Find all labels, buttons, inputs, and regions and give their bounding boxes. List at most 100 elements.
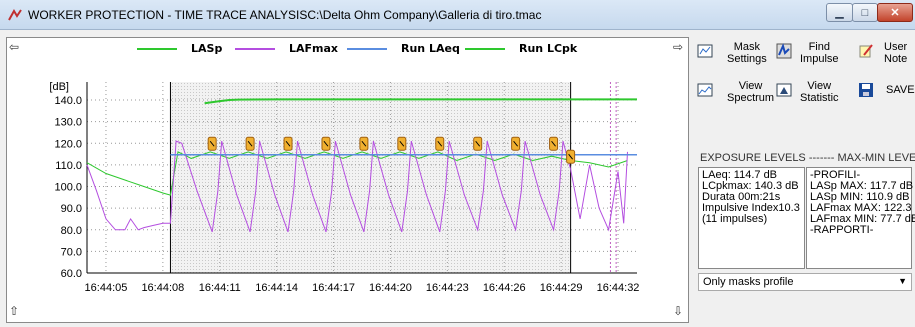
y-tick-label: 100.0 <box>54 182 82 194</box>
x-tick-label: 16:44:08 <box>141 282 184 294</box>
close-icon: ✕ <box>890 7 900 19</box>
profile-select-value: Only masks profile <box>703 276 794 288</box>
scroll-up-arrow-icon[interactable]: ⇧ <box>9 304 20 318</box>
impulse-marker-icon <box>321 136 331 151</box>
maximize-icon: □ <box>861 6 869 19</box>
legend-label-lasp: LASp <box>191 42 223 55</box>
impulse-marker-icon <box>283 136 293 151</box>
impulse-marker-mark <box>247 140 253 147</box>
time-trace-chart[interactable]: ⇦ ⇨ ⇧ ⇩ LASp LAFmax Run LAeq Run LCpk 14… <box>6 37 689 323</box>
impulse-marker-mark <box>399 140 405 147</box>
maxmin-line: LAFmax MAX: 122.3 dB <box>810 202 915 214</box>
series-lasp-line <box>86 151 628 196</box>
exposure-line: Impulsive Index10.3 <box>702 202 800 214</box>
y-tick-label: 70.0 <box>61 246 82 258</box>
y-tick-label: 80.0 <box>61 225 82 237</box>
mask-settings-label: Mask Settings <box>727 41 767 65</box>
scroll-right-arrow-icon[interactable]: ⇨ <box>673 40 684 54</box>
y-tick-label: 60.0 <box>61 268 82 280</box>
view-statistic-icon <box>776 83 792 97</box>
x-tick-label: 16:44:14 <box>255 282 298 294</box>
series-run-lcpk-line <box>204 98 637 105</box>
maxmin-line: LASp MIN: 110.9 dB <box>810 191 910 203</box>
x-tick-label: 16:44:29 <box>540 282 583 294</box>
save-icon <box>859 83 873 97</box>
legend-swatch-lasp <box>137 47 177 50</box>
user-note-label: User Note <box>884 41 908 65</box>
plot-area: 140.0 130.0 120.0 110.0 100.0 90.0 80.0 70.0 60.… <box>49 81 640 294</box>
impulse-marker-icon <box>473 136 483 151</box>
x-tick-label: 16:44:23 <box>426 282 469 294</box>
x-tick-label: 16:44:17 <box>312 282 355 294</box>
scroll-left-arrow-icon[interactable]: ⇦ <box>9 40 20 54</box>
minimize-button[interactable]: ▁ <box>826 3 853 22</box>
impulse-marker-icon <box>359 136 369 151</box>
view-spectrum-label: View Spectrum <box>727 80 775 104</box>
y-tick-label: 110.0 <box>55 160 82 172</box>
exposure-line: LAeq: 114.7 dB <box>702 169 778 181</box>
legend-item-lasp: LASp <box>137 42 222 55</box>
impulse-marker-mark <box>437 140 443 147</box>
impulse-marker-mark <box>475 140 481 147</box>
scroll-down-arrow-icon[interactable]: ⇩ <box>673 304 684 318</box>
mask-settings-icon <box>697 44 713 58</box>
save-button[interactable]: SAVE <box>858 80 915 98</box>
window-title: WORKER PROTECTION - TIME TRACE ANALYSISC… <box>28 8 542 22</box>
maxmin-line: -PROFILI- <box>810 169 861 181</box>
x-tick-label: 16:44:05 <box>85 282 128 294</box>
legend-swatch-lafmax <box>235 47 275 50</box>
legend-item-run-lcpk: Run LCpk <box>465 42 577 55</box>
maxmin-line: -RAPPORTI- <box>810 224 874 236</box>
save-label: SAVE <box>886 84 915 96</box>
legend-label-run-laeq: Run LAeq <box>401 42 460 55</box>
exposure-levels-header: EXPOSURE LEVELS ------- MAX-MIN LEVELS <box>700 152 915 164</box>
legend-swatch-run-laeq <box>347 47 387 50</box>
find-impulse-icon <box>776 43 792 59</box>
impulse-marker-icon <box>397 136 407 151</box>
impulse-marker-mark <box>323 140 329 147</box>
max-min-levels-box: -PROFILI- LASp MAX: 117.7 dB LASp MIN: 1… <box>806 167 915 269</box>
view-statistic-label: View Statistic <box>800 80 839 104</box>
impulse-marker-icon <box>549 136 559 151</box>
exposure-line: Durata 00m:21s <box>702 191 781 203</box>
legend-item-run-laeq: Run LAeq <box>347 42 460 55</box>
impulse-marker-icon <box>566 149 576 164</box>
view-spectrum-icon <box>697 83 713 97</box>
mask-settings-button[interactable]: Mask Settings <box>697 41 767 65</box>
legend-label-lafmax: LAFmax <box>289 42 339 55</box>
app-icon <box>8 9 22 21</box>
exposure-levels-box: LAeq: 114.7 dB LCpkmax: 140.3 dB Durata … <box>698 167 805 269</box>
title-bar: WORKER PROTECTION - TIME TRACE ANALYSISC… <box>0 0 915 30</box>
impulse-marker-icon <box>207 136 217 151</box>
y-axis-label: [dB] <box>49 81 69 93</box>
legend-swatch-run-lcpk <box>465 47 505 50</box>
user-note-icon <box>859 44 873 58</box>
impulse-marker-mark <box>285 140 291 147</box>
view-statistic-button[interactable]: View Statistic <box>776 80 839 104</box>
close-button[interactable]: ✕ <box>877 3 913 22</box>
y-tick-label: 120.0 <box>54 138 82 150</box>
y-tick-label: 90.0 <box>61 203 82 215</box>
exposure-line: LCpkmax: 140.3 dB <box>702 180 799 192</box>
maxmin-line: LAFmax MIN: 77.7 dB <box>810 213 915 225</box>
x-tick-label: 16:44:32 <box>597 282 640 294</box>
maximize-button[interactable]: □ <box>852 3 878 22</box>
exposure-line: (11 impulses) <box>702 213 768 225</box>
y-tick-label: 140.0 <box>54 95 82 107</box>
impulse-marker-mark <box>513 140 519 147</box>
y-tick-label: 130.0 <box>54 117 82 129</box>
impulse-marker-icon <box>245 136 255 151</box>
find-impulse-button[interactable]: Find Impulse <box>776 41 839 65</box>
x-tick-label: 16:44:26 <box>483 282 526 294</box>
minimize-icon: ▁ <box>835 7 844 19</box>
user-note-button[interactable]: User Note <box>858 41 907 65</box>
chevron-down-icon: ▼ <box>898 276 907 286</box>
impulse-marker-mark <box>209 140 215 147</box>
profile-select[interactable]: Only masks profile ▼ <box>698 273 912 291</box>
impulse-marker-icon <box>511 136 521 151</box>
view-spectrum-button[interactable]: View Spectrum <box>697 80 774 104</box>
series-lafmax-line <box>86 140 628 233</box>
legend-label-run-lcpk: Run LCpk <box>519 42 578 55</box>
x-tick-label: 16:44:20 <box>369 282 412 294</box>
legend-item-lafmax: LAFmax <box>235 42 338 55</box>
